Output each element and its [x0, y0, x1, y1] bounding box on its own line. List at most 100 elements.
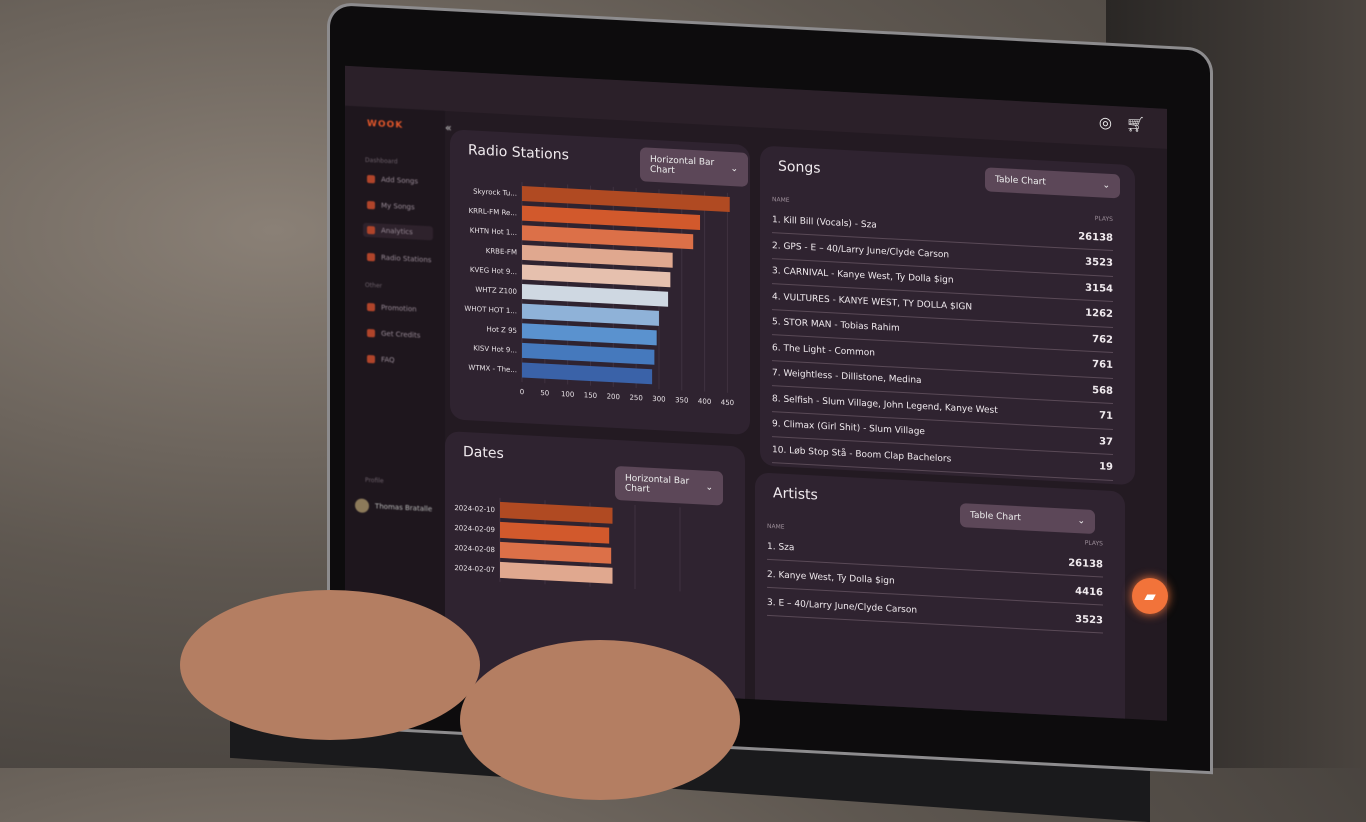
collapse-sidebar-icon[interactable]: « [445, 121, 452, 135]
category-label: KHTN Hot 1... [470, 227, 517, 237]
right-hand [460, 640, 740, 800]
songs-chart-type-dropdown[interactable]: Table Chart ⌄ [985, 167, 1120, 199]
promotion-icon [367, 302, 375, 312]
bar [522, 323, 657, 346]
chevron-down-icon: ⌄ [730, 163, 738, 175]
artists-chart-type-dropdown[interactable]: Table Chart ⌄ [960, 503, 1095, 535]
row-plays: 3523 [1085, 256, 1113, 270]
row-name: 6. The Light - Common [772, 342, 876, 359]
support-icon[interactable]: ◎ [1098, 113, 1112, 132]
row-name: 7. Weightless - Dillistone, Medina [772, 368, 922, 387]
bar [522, 186, 730, 212]
row-plays: 1262 [1085, 307, 1113, 321]
row-name: 3. E – 40/Larry June/Clyde Carson [767, 597, 918, 616]
music-icon [367, 200, 375, 210]
x-tick-label: 100 [561, 390, 574, 399]
category-label: KRBE-FM [486, 247, 517, 257]
row-name: 2. GPS - E – 40/Larry June/Clyde Carson [772, 240, 950, 260]
sidebar-item-promotion[interactable]: Promotion [367, 302, 417, 314]
sidebar-item-get-credits[interactable]: Get Credits [367, 328, 420, 340]
sidebar-item-analytics[interactable]: Analytics [363, 222, 433, 241]
bar [500, 541, 612, 564]
x-tick-label: 400 [698, 397, 711, 406]
radio-stations-title: Radio Stations [468, 142, 569, 164]
sidebar-item-radio-stations[interactable]: Radio Stations [367, 252, 431, 264]
songs-col-plays: PLAYS [1094, 215, 1113, 224]
x-tick-label: 250 [629, 394, 642, 403]
row-name: 2. Kanye West, Ty Dolla $ign [767, 569, 895, 587]
bar [500, 521, 610, 544]
row-name: 9. Climax (Girl Shit) - Slum Village [772, 419, 925, 438]
category-label: 2024-02-08 [454, 544, 495, 554]
user-profile[interactable]: Thomas Bratalle [355, 498, 432, 516]
category-label: 2024-02-10 [454, 504, 495, 514]
row-plays: 762 [1092, 333, 1113, 346]
x-tick-label: 450 [721, 398, 734, 407]
songs-card: Songs Table Chart ⌄ NAME PLAYS 1. Kill Bi… [760, 145, 1135, 486]
x-tick-label: 50 [540, 389, 549, 397]
left-hand [180, 590, 480, 740]
sidebar-item-faq[interactable]: FAQ [367, 354, 395, 364]
chevron-down-icon: ⌄ [1102, 180, 1110, 191]
row-name: 10. Løb Stop Stå - Boom Clap Bachelors [772, 444, 952, 465]
bar [522, 362, 653, 385]
row-plays: 3523 [1075, 613, 1103, 627]
x-tick-label: 200 [607, 393, 620, 402]
analytics-icon [367, 225, 375, 235]
x-tick-label: 150 [584, 391, 597, 400]
bar [522, 205, 701, 230]
category-label: 2024-02-07 [454, 564, 495, 574]
row-name: 3. CARNIVAL - Kanye West, Ty Dolla $ign [772, 266, 954, 286]
artists-col-name: NAME [767, 522, 785, 531]
category-label: Hot Z 95 [487, 325, 517, 335]
cart-icon[interactable]: 🛒︎ [1125, 114, 1145, 134]
laptop: ◎ 🛒︎ WOOK « Dashboard Add Songs My Songs… [330, 5, 1210, 772]
row-name: 8. Selfish - Slum Village, John Legend, … [772, 393, 998, 416]
category-label: Skyrock Tu... [473, 188, 517, 198]
row-plays: 71 [1099, 410, 1113, 423]
row-name: 1. Sza [767, 541, 795, 554]
category-label: KVEG Hot 9... [470, 266, 517, 276]
category-label: WHOT HOT 1... [464, 305, 517, 316]
dates-chart-type-dropdown[interactable]: Horizontal Bar Chart ⌄ [615, 465, 723, 506]
screen: ◎ 🛒︎ WOOK « Dashboard Add Songs My Songs… [345, 65, 1167, 721]
radio-stations-card: Radio Stations Horizontal Bar Chart ⌄ Sky… [450, 129, 750, 436]
row-plays: 3154 [1085, 282, 1113, 295]
radio-icon [367, 252, 375, 262]
profile-label: Profile [365, 476, 384, 485]
x-tick-label: 300 [652, 395, 665, 404]
category-label: KISV Hot 9... [473, 344, 517, 354]
bar [522, 244, 673, 268]
avatar [355, 498, 369, 514]
bar [522, 264, 671, 288]
sidebar-section-other: Other [365, 281, 383, 290]
x-tick-label: 350 [675, 396, 688, 405]
songs-col-name: NAME [772, 196, 790, 205]
dates-card: Dates Horizontal Bar Chart ⌄ 2024-02-10 20… [445, 431, 745, 717]
radio-stations-chart: Skyrock Tu... KRRL-FM Re... KHTN Hot 1... K… [464, 182, 734, 407]
row-plays: 37 [1099, 435, 1113, 448]
chat-icon: ▰ [1144, 587, 1156, 605]
dates-title: Dates [463, 443, 504, 463]
sidebar-item-my-songs[interactable]: My Songs [367, 200, 415, 211]
logo: WOOK [367, 118, 404, 131]
bar [522, 225, 694, 250]
category-label: WHTZ Z100 [475, 286, 517, 296]
artists-card: Artists Table Chart ⌄ NAME PLAYS 1. Sza 26… [755, 472, 1125, 721]
sidebar-item-add-songs[interactable]: Add Songs [367, 174, 418, 186]
radio-chart-type-dropdown[interactable]: Horizontal Bar Chart ⌄ [640, 147, 748, 187]
row-name: 1. Kill Bill (Vocals) - Sza [772, 215, 877, 231]
row-name: 5. STOR MAN - Tobias Rahim [772, 317, 900, 334]
bar [522, 303, 659, 326]
row-plays: 568 [1092, 384, 1113, 397]
chat-button[interactable]: ▰ [1132, 578, 1168, 614]
row-plays: 4416 [1075, 585, 1103, 599]
category-label: WTMX - The... [468, 364, 517, 375]
row-plays: 26138 [1078, 230, 1113, 244]
artists-col-plays: PLAYS [1084, 539, 1103, 548]
row-plays: 19 [1099, 461, 1113, 474]
chevron-down-icon: ⌄ [705, 482, 713, 494]
row-name: 4. VULTURES - KANYE WEST, TY DOLLA $IGN [772, 291, 973, 313]
plus-icon [367, 174, 375, 184]
category-label: 2024-02-09 [454, 524, 495, 534]
